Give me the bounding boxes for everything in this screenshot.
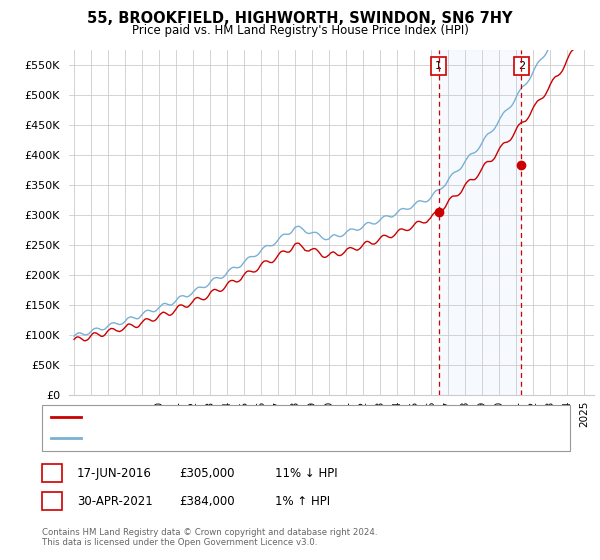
Text: 55, BROOKFIELD, HIGHWORTH, SWINDON, SN6 7HY: 55, BROOKFIELD, HIGHWORTH, SWINDON, SN6 … — [87, 11, 513, 26]
Text: 17-JUN-2016: 17-JUN-2016 — [77, 466, 152, 480]
Text: 30-APR-2021: 30-APR-2021 — [77, 494, 152, 508]
Text: 1: 1 — [435, 61, 442, 71]
Text: 1: 1 — [48, 466, 56, 480]
Text: 2: 2 — [48, 494, 56, 508]
Text: £305,000: £305,000 — [179, 466, 235, 480]
Text: 2: 2 — [518, 61, 525, 71]
Text: Price paid vs. HM Land Registry's House Price Index (HPI): Price paid vs. HM Land Registry's House … — [131, 24, 469, 37]
Text: 55, BROOKFIELD, HIGHWORTH, SWINDON, SN6 7HY (detached house): 55, BROOKFIELD, HIGHWORTH, SWINDON, SN6 … — [87, 412, 470, 422]
Text: HPI: Average price, detached house, Swindon: HPI: Average price, detached house, Swin… — [87, 433, 336, 444]
Text: 11% ↓ HPI: 11% ↓ HPI — [275, 466, 337, 480]
Bar — [439, 50, 521, 395]
Text: 1% ↑ HPI: 1% ↑ HPI — [275, 494, 330, 508]
Text: £384,000: £384,000 — [179, 494, 235, 508]
Text: Contains HM Land Registry data © Crown copyright and database right 2024.
This d: Contains HM Land Registry data © Crown c… — [42, 528, 377, 547]
